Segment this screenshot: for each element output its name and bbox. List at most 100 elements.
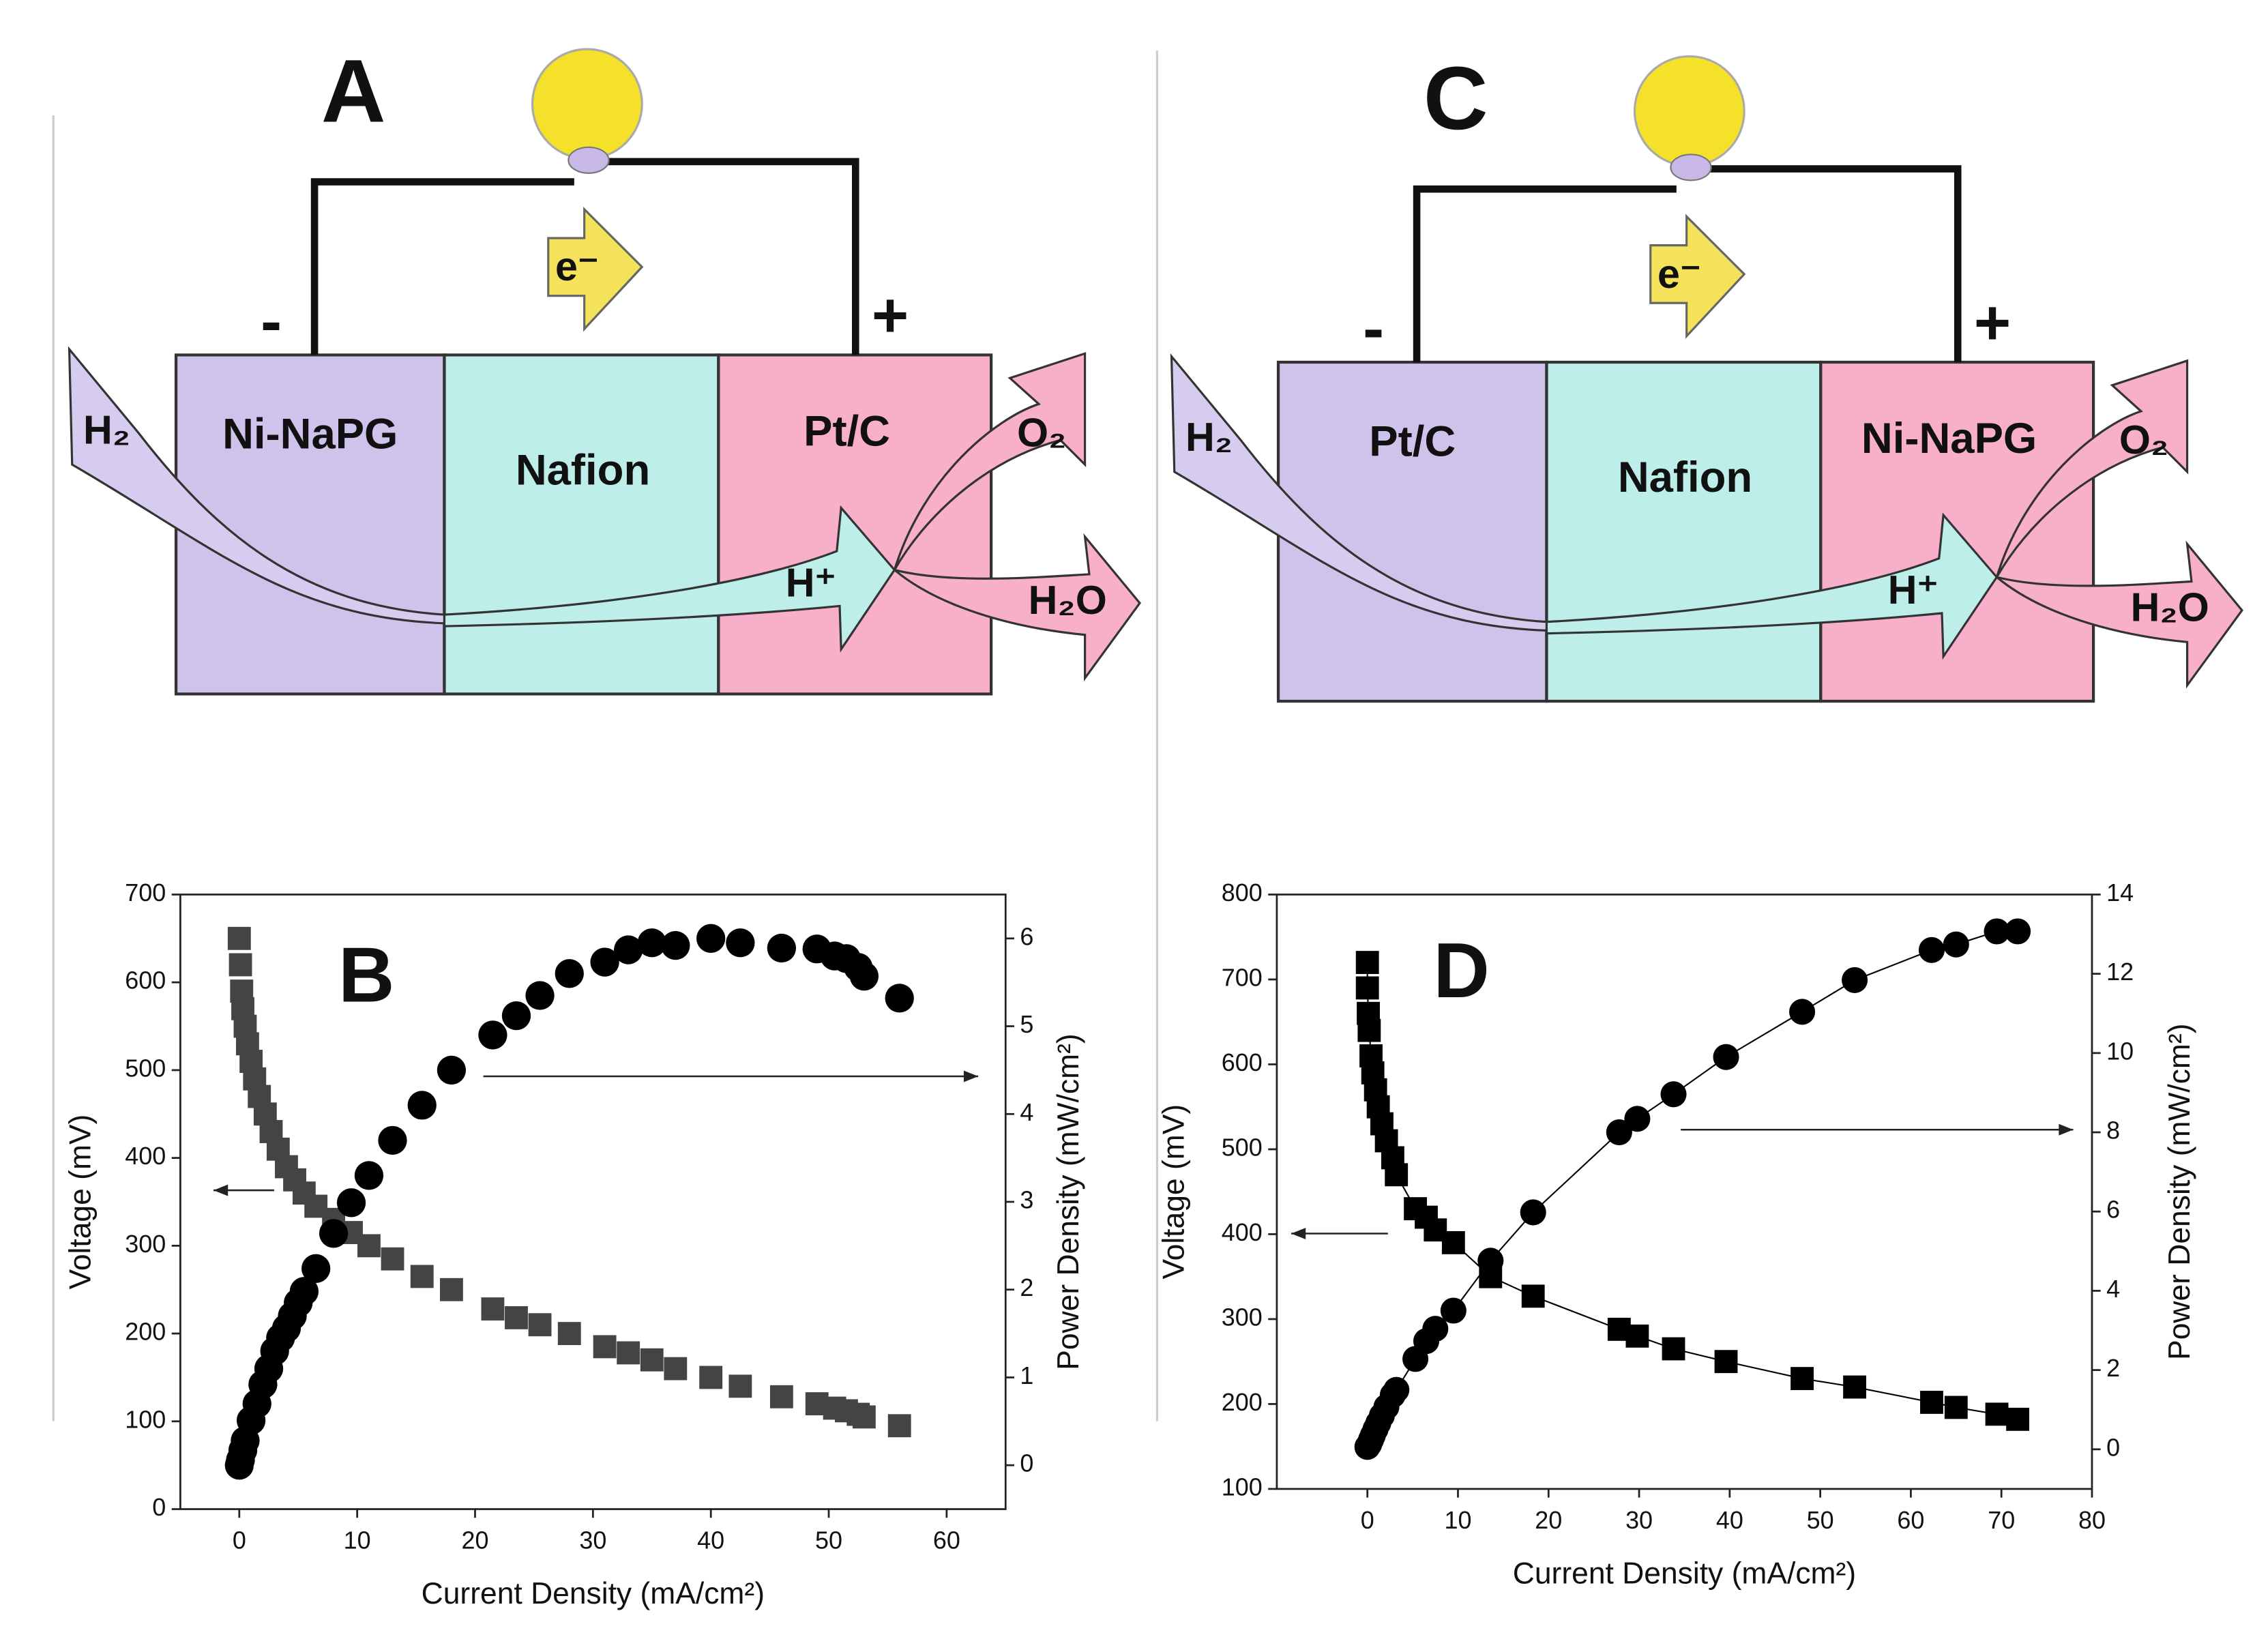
- circle-marker: [726, 928, 755, 958]
- x-tick-label: 50: [1807, 1506, 1834, 1534]
- electron-label: e⁻: [1657, 251, 1701, 297]
- circle-marker: [614, 935, 643, 964]
- proton-label: H⁺: [1888, 567, 1939, 613]
- circle-marker: [1943, 931, 1969, 958]
- plus-label: +: [1974, 287, 2011, 358]
- bulb-base: [568, 146, 610, 174]
- y-tick-label: 700: [125, 879, 166, 906]
- layer-label: Ni-NaPG: [1861, 415, 2037, 462]
- circle-marker: [1918, 936, 1945, 963]
- panel-label: B: [338, 932, 394, 1019]
- y-tick-label: 500: [1222, 1133, 1263, 1161]
- y-tick-label: 600: [1222, 1048, 1263, 1076]
- square-marker: [229, 953, 252, 977]
- product-label: H₂O: [1029, 577, 1107, 623]
- layer-label: Nafion: [516, 447, 650, 495]
- y2-tick-label: 0: [1020, 1449, 1033, 1477]
- y2-tick-label: 2: [2106, 1354, 2120, 1382]
- wire: [1413, 165, 1962, 362]
- y-tick-label: 700: [1222, 963, 1263, 991]
- circle-marker: [437, 1055, 467, 1085]
- circle-marker: [1606, 1119, 1632, 1146]
- square-marker: [887, 1414, 911, 1438]
- oxidant-arrow: [1995, 359, 2189, 578]
- circle-marker: [1660, 1081, 1687, 1108]
- circle-marker: [501, 1001, 531, 1031]
- square-marker: [617, 1341, 640, 1365]
- x-axis-title: Current Density (mA/cm²): [422, 1577, 765, 1610]
- square-marker: [699, 1366, 723, 1389]
- y2-axis-title: Power Density (mW/cm²): [2163, 1023, 2196, 1359]
- panel-label: D: [1433, 928, 1489, 1014]
- circle-marker: [661, 930, 690, 960]
- panel-label: C: [1424, 48, 1488, 148]
- x-tick-label: 40: [1716, 1506, 1743, 1534]
- circle-marker: [1624, 1106, 1651, 1132]
- x-tick-label: 10: [1444, 1506, 1471, 1534]
- x-axis-title: Current Density (mA/cm²): [1513, 1557, 1856, 1591]
- square-marker: [593, 1335, 617, 1359]
- electron-arrow: [1649, 213, 1746, 339]
- bulb: [531, 48, 643, 160]
- y2-tick-label: 0: [2106, 1433, 2120, 1461]
- circle-marker: [525, 981, 555, 1010]
- square-marker: [1985, 1402, 2009, 1426]
- square-marker: [505, 1306, 528, 1329]
- layer-label: Pt/C: [1369, 417, 1456, 465]
- y2-tick-label: 12: [2106, 958, 2134, 986]
- y-tick-label: 300: [125, 1230, 166, 1258]
- y-tick-label: 200: [1222, 1388, 1263, 1416]
- wire: [310, 158, 859, 355]
- x-tick-label: 80: [2078, 1506, 2106, 1534]
- y-tick-label: 800: [1222, 879, 1263, 906]
- y2-tick-label: 4: [2106, 1275, 2120, 1303]
- y2-tick-label: 6: [1020, 922, 1033, 950]
- fuel-label: H₂: [1185, 414, 1233, 460]
- x-tick-label: 60: [933, 1526, 960, 1554]
- y2-tick-label: 8: [2106, 1117, 2120, 1145]
- circle-marker: [1383, 1376, 1410, 1403]
- product-label: H₂O: [2131, 584, 2209, 630]
- square-marker: [1625, 1324, 1649, 1348]
- y2-tick-label: 14: [2106, 879, 2134, 906]
- square-marker: [381, 1247, 404, 1271]
- circle-marker: [590, 947, 619, 977]
- x-tick-label: 60: [1897, 1506, 1924, 1534]
- square-marker: [357, 1234, 381, 1258]
- layer-label: Pt/C: [804, 407, 890, 455]
- x-tick-label: 40: [697, 1526, 724, 1554]
- y2-tick-label: 6: [2106, 1196, 2120, 1224]
- square-marker: [528, 1313, 552, 1337]
- x-tick-label: 20: [462, 1526, 489, 1554]
- circle-marker: [1440, 1297, 1467, 1324]
- panel-label: A: [321, 41, 386, 141]
- circle-marker: [696, 924, 726, 953]
- layer: [443, 353, 720, 696]
- y-tick-label: 100: [125, 1405, 166, 1433]
- y-tick-label: 200: [125, 1318, 166, 1346]
- oxidant-arrow: [893, 352, 1087, 571]
- circle-marker: [319, 1219, 349, 1248]
- y-tick-label: 600: [125, 967, 166, 994]
- oxidant-label: O₂: [2119, 417, 2168, 462]
- fuel-cell-diagram: Pt/C Nafion Ni-NaPG Ce⁻ - + H₂ H⁺ O₂ H₂O: [1170, 48, 2243, 703]
- y-tick-label: 400: [125, 1142, 166, 1170]
- y-tick-label: 300: [1222, 1303, 1263, 1331]
- circle-marker: [354, 1161, 384, 1190]
- square-marker: [640, 1348, 664, 1372]
- circle-marker: [301, 1254, 331, 1283]
- product-arrow: [1996, 540, 2243, 689]
- square-marker: [1357, 1018, 1381, 1042]
- y-tick-label: 0: [152, 1493, 166, 1521]
- proton-arrow: [443, 505, 896, 653]
- plot-frame: [1276, 894, 2093, 1490]
- x-tick-label: 70: [1988, 1506, 2015, 1534]
- minus-label: -: [1363, 293, 1384, 364]
- circle-marker: [767, 933, 797, 963]
- layer-label: Ni-NaPG: [222, 411, 398, 458]
- y-axis-title: Voltage (mV): [63, 1115, 97, 1290]
- electron-arrow: [547, 206, 644, 332]
- circle-marker: [1422, 1316, 1449, 1342]
- circle-marker: [1789, 999, 1816, 1025]
- x-tick-label: 30: [579, 1526, 606, 1554]
